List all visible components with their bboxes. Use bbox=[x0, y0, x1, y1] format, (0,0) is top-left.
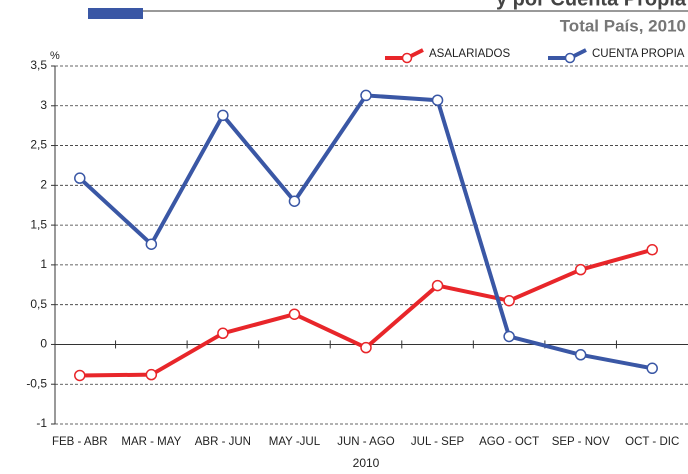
x-tick-label: OCT - DIC bbox=[625, 436, 679, 448]
chart-title: y por Cuenta Propia bbox=[496, 0, 687, 10]
x-tick-label: AGO - OCT bbox=[479, 436, 539, 448]
data-point bbox=[145, 368, 158, 381]
chart-subtitle: Total País, 2010 bbox=[560, 16, 686, 35]
data-point bbox=[503, 294, 515, 307]
y-tick-label: 2,5 bbox=[30, 138, 47, 152]
y-tick-label: 0 bbox=[40, 337, 47, 351]
y-tick-label: 3,5 bbox=[30, 58, 47, 72]
data-point bbox=[74, 369, 86, 382]
data-point bbox=[360, 89, 372, 102]
y-tick-label: 1 bbox=[40, 257, 47, 271]
data-point bbox=[74, 172, 86, 184]
series-line bbox=[79, 247, 653, 378]
data-point bbox=[217, 109, 229, 122]
data-point bbox=[574, 349, 587, 361]
y-axis-label: % bbox=[50, 50, 60, 62]
data-point bbox=[646, 362, 658, 375]
legend-marker bbox=[564, 52, 576, 64]
header-bar bbox=[88, 8, 143, 19]
data-point bbox=[503, 330, 515, 343]
legend-label: ASALARIADOS bbox=[429, 48, 510, 60]
x-tick-label: MAY -JUL bbox=[269, 436, 321, 448]
data-point bbox=[574, 263, 587, 276]
data-point bbox=[288, 195, 301, 207]
data-point bbox=[145, 238, 158, 250]
x-tick-label: MAR - MAY bbox=[121, 436, 181, 448]
x-axis-label: 2010 bbox=[353, 456, 380, 470]
data-point bbox=[431, 94, 444, 106]
y-tick-label: 3 bbox=[40, 98, 47, 112]
data-point bbox=[646, 244, 658, 256]
data-point bbox=[217, 327, 229, 340]
x-tick-label: SEP - NOV bbox=[552, 436, 610, 448]
legend-marker bbox=[401, 52, 413, 64]
y-tick-label: 0,5 bbox=[30, 297, 47, 311]
x-tick-label: ABR - JUN bbox=[195, 436, 251, 448]
data-point bbox=[288, 308, 301, 320]
x-tick-label: FEB - ABR bbox=[52, 436, 108, 448]
x-tick-label: JUN - AGO bbox=[337, 436, 395, 448]
data-point bbox=[431, 279, 444, 292]
data-point bbox=[360, 341, 372, 354]
series-line bbox=[78, 93, 653, 371]
y-tick-label: -0,5 bbox=[26, 376, 47, 390]
y-tick-label: 2 bbox=[40, 178, 47, 192]
x-tick-label: JUL - SEP bbox=[411, 436, 465, 448]
y-tick-label: 1,5 bbox=[30, 217, 47, 231]
legend-label: CUENTA PROPIA bbox=[592, 48, 685, 60]
y-tick-label: -1 bbox=[36, 416, 47, 430]
